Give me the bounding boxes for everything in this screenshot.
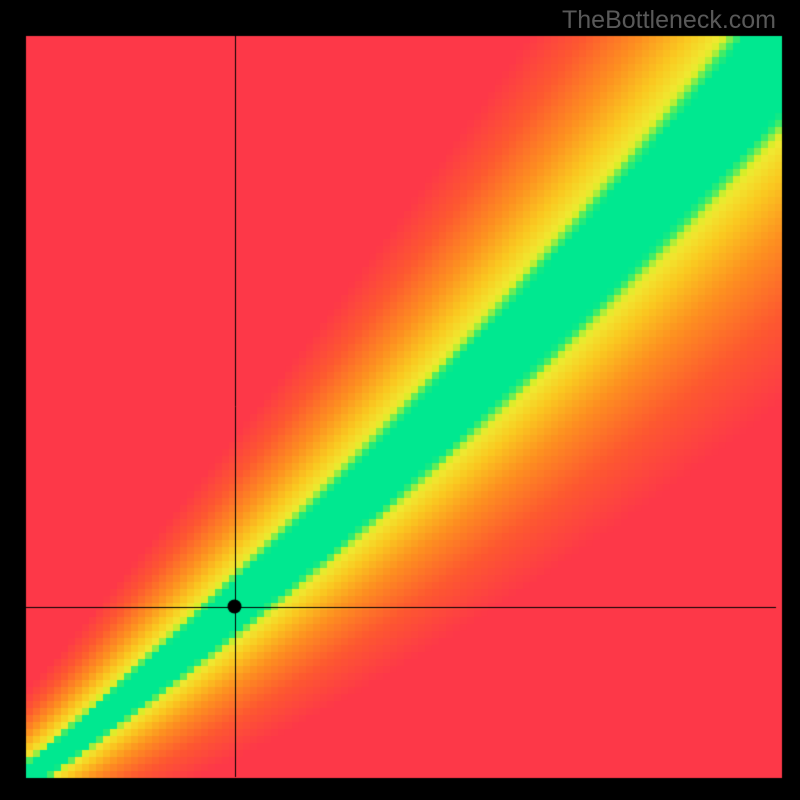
watermark-text: TheBottleneck.com [562, 6, 776, 35]
chart-container: TheBottleneck.com [0, 0, 800, 800]
bottleneck-chart-canvas [0, 0, 800, 800]
